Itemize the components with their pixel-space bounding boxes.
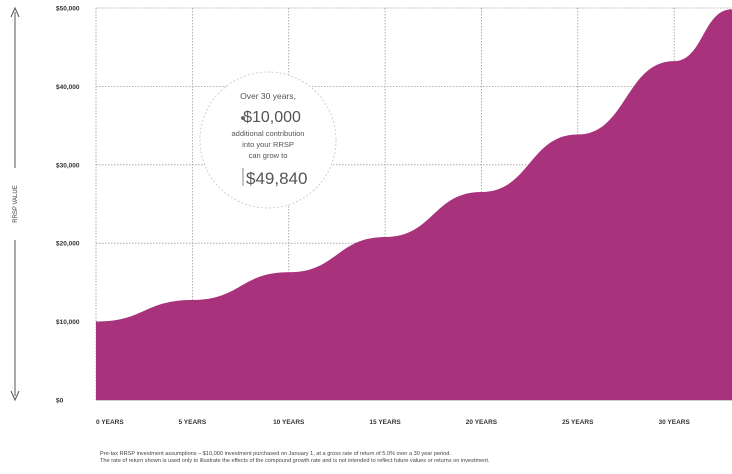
callout-result: $49,840 [246, 169, 307, 188]
down-arrow-icon [10, 390, 20, 402]
y-tick-label: $30,000 [56, 162, 80, 169]
bullet-icon [241, 116, 245, 120]
y-axis-label: RRSP VALUE [13, 185, 19, 222]
y-axis-indicator: RRSP VALUE [10, 6, 20, 402]
callout-line5: can grow to [249, 151, 288, 160]
x-tick-label: 5 YEARS [179, 419, 207, 426]
callout-circle [199, 71, 337, 209]
footnote-line2: The rate of return shown is used only to… [100, 458, 490, 464]
x-tick-label: 25 YEARS [562, 419, 594, 426]
area-series [96, 9, 732, 400]
x-axis-ticks: 0 YEARS 5 YEARS 10 YEARS 15 YEARS 20 YEARS 25… [96, 419, 690, 426]
up-arrow-icon [10, 6, 20, 18]
y-axis-ticks: $0 $10,000 $20,000 $30,000 $40,000 $50,000 [56, 6, 80, 405]
y-tick-label: $0 [56, 398, 64, 405]
y-tick-label: $20,000 [56, 241, 80, 248]
callout-line1: Over 30 years, [240, 91, 296, 101]
x-tick-label: 15 YEARS [369, 419, 401, 426]
callout-line3: additional contribution [232, 129, 305, 138]
x-tick-label: 30 YEARS [659, 419, 691, 426]
y-tick-label: $40,000 [56, 84, 80, 91]
callout-line4: into your RRSP [242, 140, 294, 149]
x-tick-label: 10 YEARS [273, 419, 305, 426]
callout: Over 30 years, $10,000 additional contri… [199, 71, 337, 209]
x-tick-label: 20 YEARS [466, 419, 498, 426]
callout-amount: $10,000 [243, 109, 301, 126]
y-tick-label: $50,000 [56, 6, 80, 13]
x-tick-label: 0 YEARS [96, 419, 124, 426]
footnote: Pre-tax RRSP investment assumptions – $1… [100, 451, 720, 465]
y-tick-label: $10,000 [56, 319, 80, 326]
footnote-line1: Pre-tax RRSP investment assumptions – $1… [100, 451, 451, 457]
